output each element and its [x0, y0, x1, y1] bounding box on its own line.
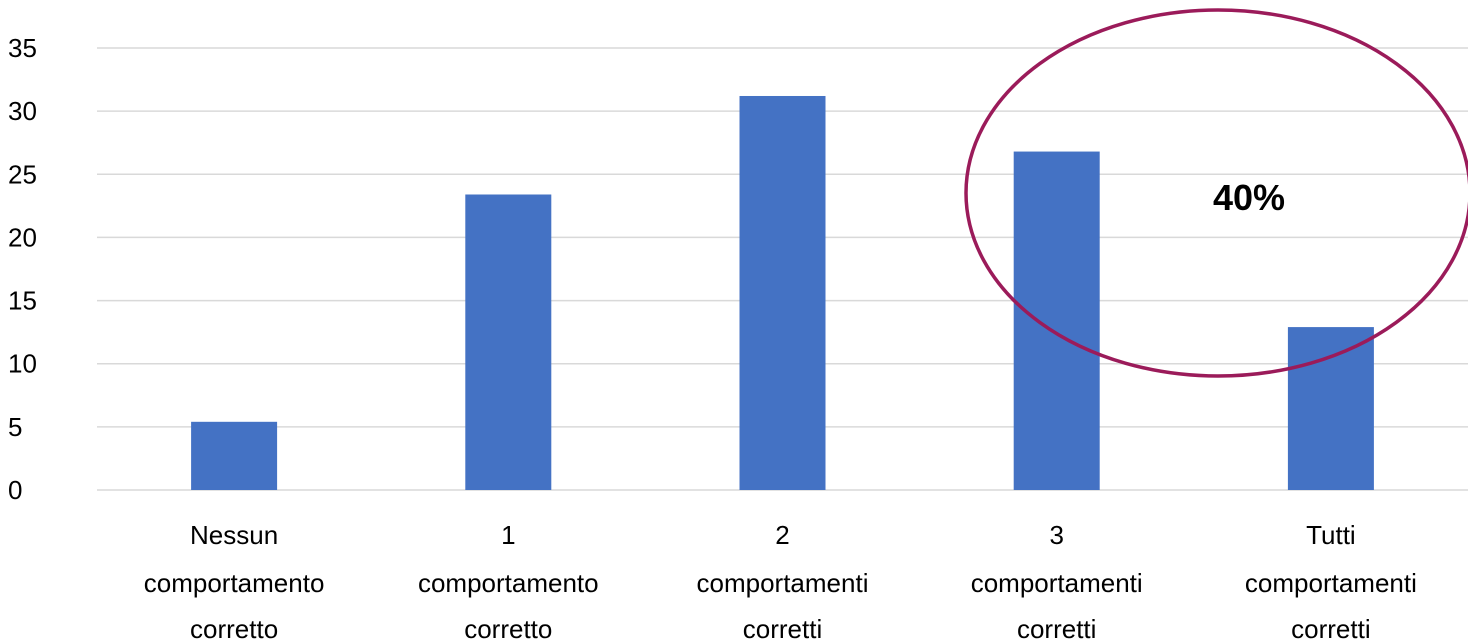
y-tick-label: 10 [8, 349, 37, 379]
x-tick-label: 2 [775, 520, 789, 550]
annotation: 40% [964, 8, 1468, 378]
y-tick-label: 25 [8, 159, 37, 189]
y-tick-label: 35 [8, 33, 37, 63]
x-tick-label: corretto [190, 614, 278, 643]
y-tick-label: 20 [8, 222, 37, 252]
x-tick-label: 1 [501, 520, 515, 550]
x-tick-label: 3 [1049, 520, 1063, 550]
bar [1013, 151, 1100, 490]
x-tick-label: corretti [1291, 614, 1370, 643]
bars [191, 95, 1374, 490]
x-tick-label: comportamenti [697, 568, 869, 598]
highlight-ellipse [964, 8, 1468, 378]
bar [465, 194, 552, 490]
bar [739, 95, 826, 490]
bar [1287, 327, 1374, 490]
annotation-label: 40% [1213, 177, 1285, 218]
x-tick-label: comportamenti [971, 568, 1143, 598]
x-tick-label: comportamenti [1245, 568, 1417, 598]
y-tick-label: 15 [8, 286, 37, 316]
x-tick-label: corretti [743, 614, 822, 643]
bar [191, 421, 278, 490]
y-tick-label: 30 [8, 96, 37, 126]
x-tick-label: comportamento [144, 568, 325, 598]
x-tick-label: Tutti [1306, 520, 1356, 550]
x-axis: Nessun comportamento corretto 1 comportament… [144, 520, 1417, 643]
x-tick-label: corretti [1017, 614, 1096, 643]
x-tick-label: Nessun [190, 520, 278, 550]
x-tick-label: comportamento [418, 568, 599, 598]
y-tick-label: 5 [8, 412, 22, 442]
y-axis: 0 5 10 15 20 25 30 35 [8, 33, 37, 505]
x-tick-label: corretto [464, 614, 552, 643]
y-tick-label: 0 [8, 475, 22, 505]
